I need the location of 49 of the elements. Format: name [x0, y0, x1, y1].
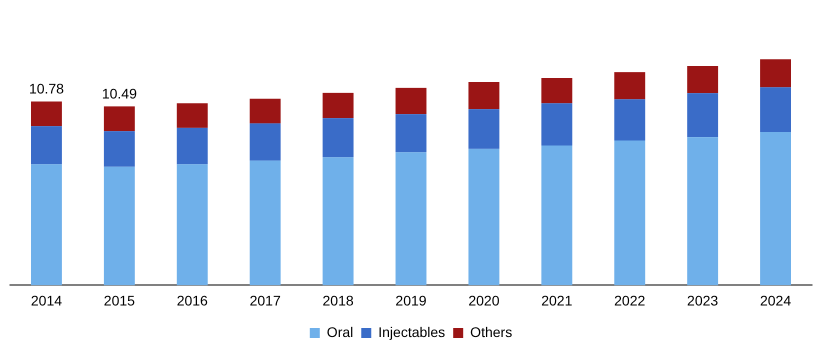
bar	[614, 140, 646, 286]
x-tick-label: 2019	[395, 292, 427, 308]
bar	[322, 92, 354, 118]
bar	[541, 103, 572, 146]
bar	[250, 123, 281, 161]
bar	[104, 166, 135, 286]
bar	[760, 87, 791, 132]
bar	[687, 66, 718, 94]
bar	[31, 126, 62, 164]
bar	[541, 78, 572, 104]
bar	[614, 72, 646, 100]
bar	[468, 148, 500, 286]
x-tick-label: 2015	[104, 292, 136, 308]
x-tick-label: 2016	[176, 292, 208, 308]
x-tick-label: 2024	[760, 292, 792, 308]
x-tick-label: 2022	[614, 292, 646, 308]
bar	[176, 164, 208, 286]
bar	[250, 160, 281, 286]
bar	[176, 103, 208, 128]
legend-label: Injectables	[378, 324, 446, 340]
bar	[687, 137, 718, 286]
bar	[396, 114, 426, 152]
bar	[614, 99, 646, 141]
bar	[104, 106, 135, 132]
bar	[541, 146, 572, 286]
bar	[176, 128, 208, 164]
bar	[760, 59, 791, 88]
bar	[250, 98, 281, 124]
bar	[396, 152, 426, 286]
annotation: 10.78	[28, 80, 64, 96]
legend-label: Others	[470, 324, 512, 340]
x-tick-label: 2017	[250, 292, 281, 308]
x-tick-label: 2014	[30, 292, 62, 308]
x-tick-label: 2018	[322, 292, 354, 308]
bar	[468, 82, 500, 110]
legend-label: Oral	[326, 324, 354, 340]
bar	[31, 101, 62, 126]
bar	[322, 157, 354, 286]
x-tick-label: 2020	[468, 292, 500, 308]
bar	[396, 88, 426, 114]
bar	[687, 93, 718, 138]
x-tick-label: 2023	[687, 292, 718, 308]
annotation: 10.49	[102, 85, 138, 102]
bar	[104, 131, 135, 167]
bar	[760, 132, 791, 286]
bar	[322, 118, 354, 158]
bar	[468, 109, 500, 149]
x-tick-label: 2021	[541, 292, 573, 308]
bar	[31, 164, 62, 286]
